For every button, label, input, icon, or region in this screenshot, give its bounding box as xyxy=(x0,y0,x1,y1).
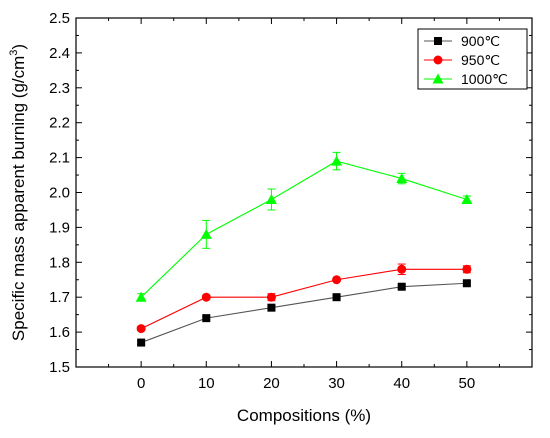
x-tick-label: 10 xyxy=(198,375,215,392)
legend-marker xyxy=(433,55,443,65)
x-tick-label: 20 xyxy=(263,375,280,392)
axes: 1.5 1.6 1.7 1.8 1.9 2.0 2.1 2.2 2.3 2.4 2.5 0 10 20 30… xyxy=(49,10,533,392)
data-point xyxy=(201,292,211,302)
data-point xyxy=(397,264,407,274)
y-tick-label: 1.6 xyxy=(49,324,70,341)
y-tick-label: 2.1 xyxy=(49,150,70,167)
y-tick-label: 2.2 xyxy=(49,115,70,132)
data-point xyxy=(397,282,406,291)
data-point xyxy=(200,228,212,239)
data-point xyxy=(136,324,146,334)
series-line xyxy=(140,160,468,298)
series-0 xyxy=(137,279,471,347)
y-tick-label: 1.5 xyxy=(49,359,70,376)
data-point xyxy=(266,292,276,302)
y-tick-label: 1.9 xyxy=(49,219,70,236)
series-1 xyxy=(136,263,472,334)
data-point xyxy=(137,338,146,347)
data-point xyxy=(332,275,342,285)
y-tick-label: 2.3 xyxy=(49,80,70,97)
x-tick-label: 40 xyxy=(393,375,410,392)
legend-label: 950℃ xyxy=(461,52,500,68)
x-tick-label: 30 xyxy=(328,375,345,392)
y-tick-label: 1.7 xyxy=(49,289,70,306)
y-tick-label: 2.0 xyxy=(49,185,70,202)
legend-label: 1000℃ xyxy=(461,71,508,87)
legend-label: 900℃ xyxy=(461,33,500,49)
y-tick-label: 2.4 xyxy=(49,45,70,62)
y-tick-label: 2.5 xyxy=(49,10,70,27)
data-point xyxy=(332,293,341,302)
x-axis-title: Compositions (%) xyxy=(237,406,371,425)
data-point xyxy=(462,279,471,288)
legend-marker xyxy=(432,73,444,84)
y-tick-label: 1.8 xyxy=(49,254,70,271)
data-point xyxy=(462,264,472,274)
data-point xyxy=(461,193,473,204)
series-layer xyxy=(135,151,473,347)
data-point xyxy=(202,314,211,323)
data-point xyxy=(135,291,147,302)
legend: 900℃ 950℃ 1000℃ xyxy=(417,28,528,90)
data-point xyxy=(265,193,277,204)
x-tick-label: 0 xyxy=(137,375,145,392)
legend-marker xyxy=(434,37,442,45)
series-line xyxy=(140,268,467,330)
series-line xyxy=(140,282,467,344)
y-axis-title: Specific mass apparent burning (g/cm3) xyxy=(8,44,28,341)
x-tick-label: 50 xyxy=(459,375,476,392)
data-point xyxy=(331,155,343,166)
data-point xyxy=(396,173,408,184)
series-2 xyxy=(135,151,473,302)
data-point xyxy=(267,303,276,312)
